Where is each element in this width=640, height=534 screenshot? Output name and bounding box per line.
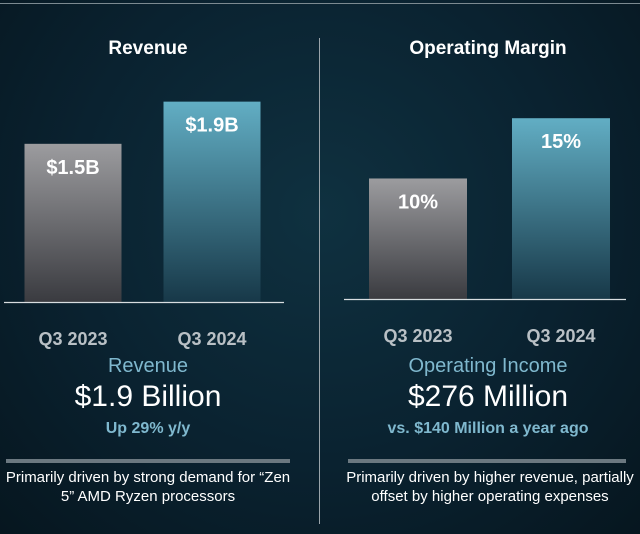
data-label: 15% [541, 131, 581, 153]
bar-q3-2023 [369, 178, 467, 299]
x-tick-label: Q3 2024 [177, 329, 246, 349]
bar-q3-2024 [512, 118, 610, 299]
section-separator [348, 459, 626, 463]
data-label: $1.9B [185, 115, 238, 137]
metric-value: $276 Million [407, 380, 569, 413]
operating-margin-panel: Operating Margin 10% Q3 2023 15% Q3 2024 Op… [320, 0, 640, 534]
chart-title: Operating Margin [409, 38, 567, 59]
section-separator [6, 459, 290, 463]
x-tick-label: Q3 2023 [38, 329, 107, 349]
metric-delta: vs. $140 Million a year ago [387, 420, 589, 437]
x-tick-label: Q3 2023 [383, 326, 452, 346]
data-label: $1.5B [46, 157, 99, 179]
metric-name: Operating Income [408, 355, 568, 377]
bar-q3-2023 [24, 143, 122, 302]
operating-margin-bar-chart: 10% Q3 2023 15% Q3 2024 [344, 118, 626, 346]
metric-value: $1.9 Billion [74, 380, 222, 413]
data-label: 10% [398, 191, 438, 213]
revenue-bar-chart: $1.5B Q3 2023 $1.9B Q3 2024 [4, 101, 284, 349]
metric-delta: Up 29% y/y [105, 420, 191, 437]
top-rule [0, 3, 640, 4]
panel-divider [319, 38, 320, 524]
driver-note: Primarily driven by higher revenue, part… [346, 469, 634, 505]
bar-q3-2024 [163, 101, 261, 302]
driver-note: Primarily driven by strong demand for “Z… [5, 469, 291, 505]
metric-name: Revenue [107, 355, 189, 377]
chart-title: Revenue [108, 38, 188, 59]
x-tick-label: Q3 2024 [526, 326, 595, 346]
revenue-panel: Revenue $1.5B Q3 2023 $1.9B Q3 2024 Revenue… [4, 38, 291, 505]
